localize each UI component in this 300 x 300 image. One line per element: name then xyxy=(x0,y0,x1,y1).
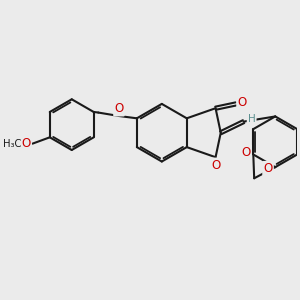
Text: O: O xyxy=(237,96,247,109)
Text: O: O xyxy=(263,162,273,175)
Text: H: H xyxy=(248,114,256,124)
Text: H₃C: H₃C xyxy=(3,139,21,149)
Text: O: O xyxy=(22,137,31,150)
Text: O: O xyxy=(242,146,251,159)
Text: O: O xyxy=(114,102,124,115)
Text: O: O xyxy=(211,159,220,172)
